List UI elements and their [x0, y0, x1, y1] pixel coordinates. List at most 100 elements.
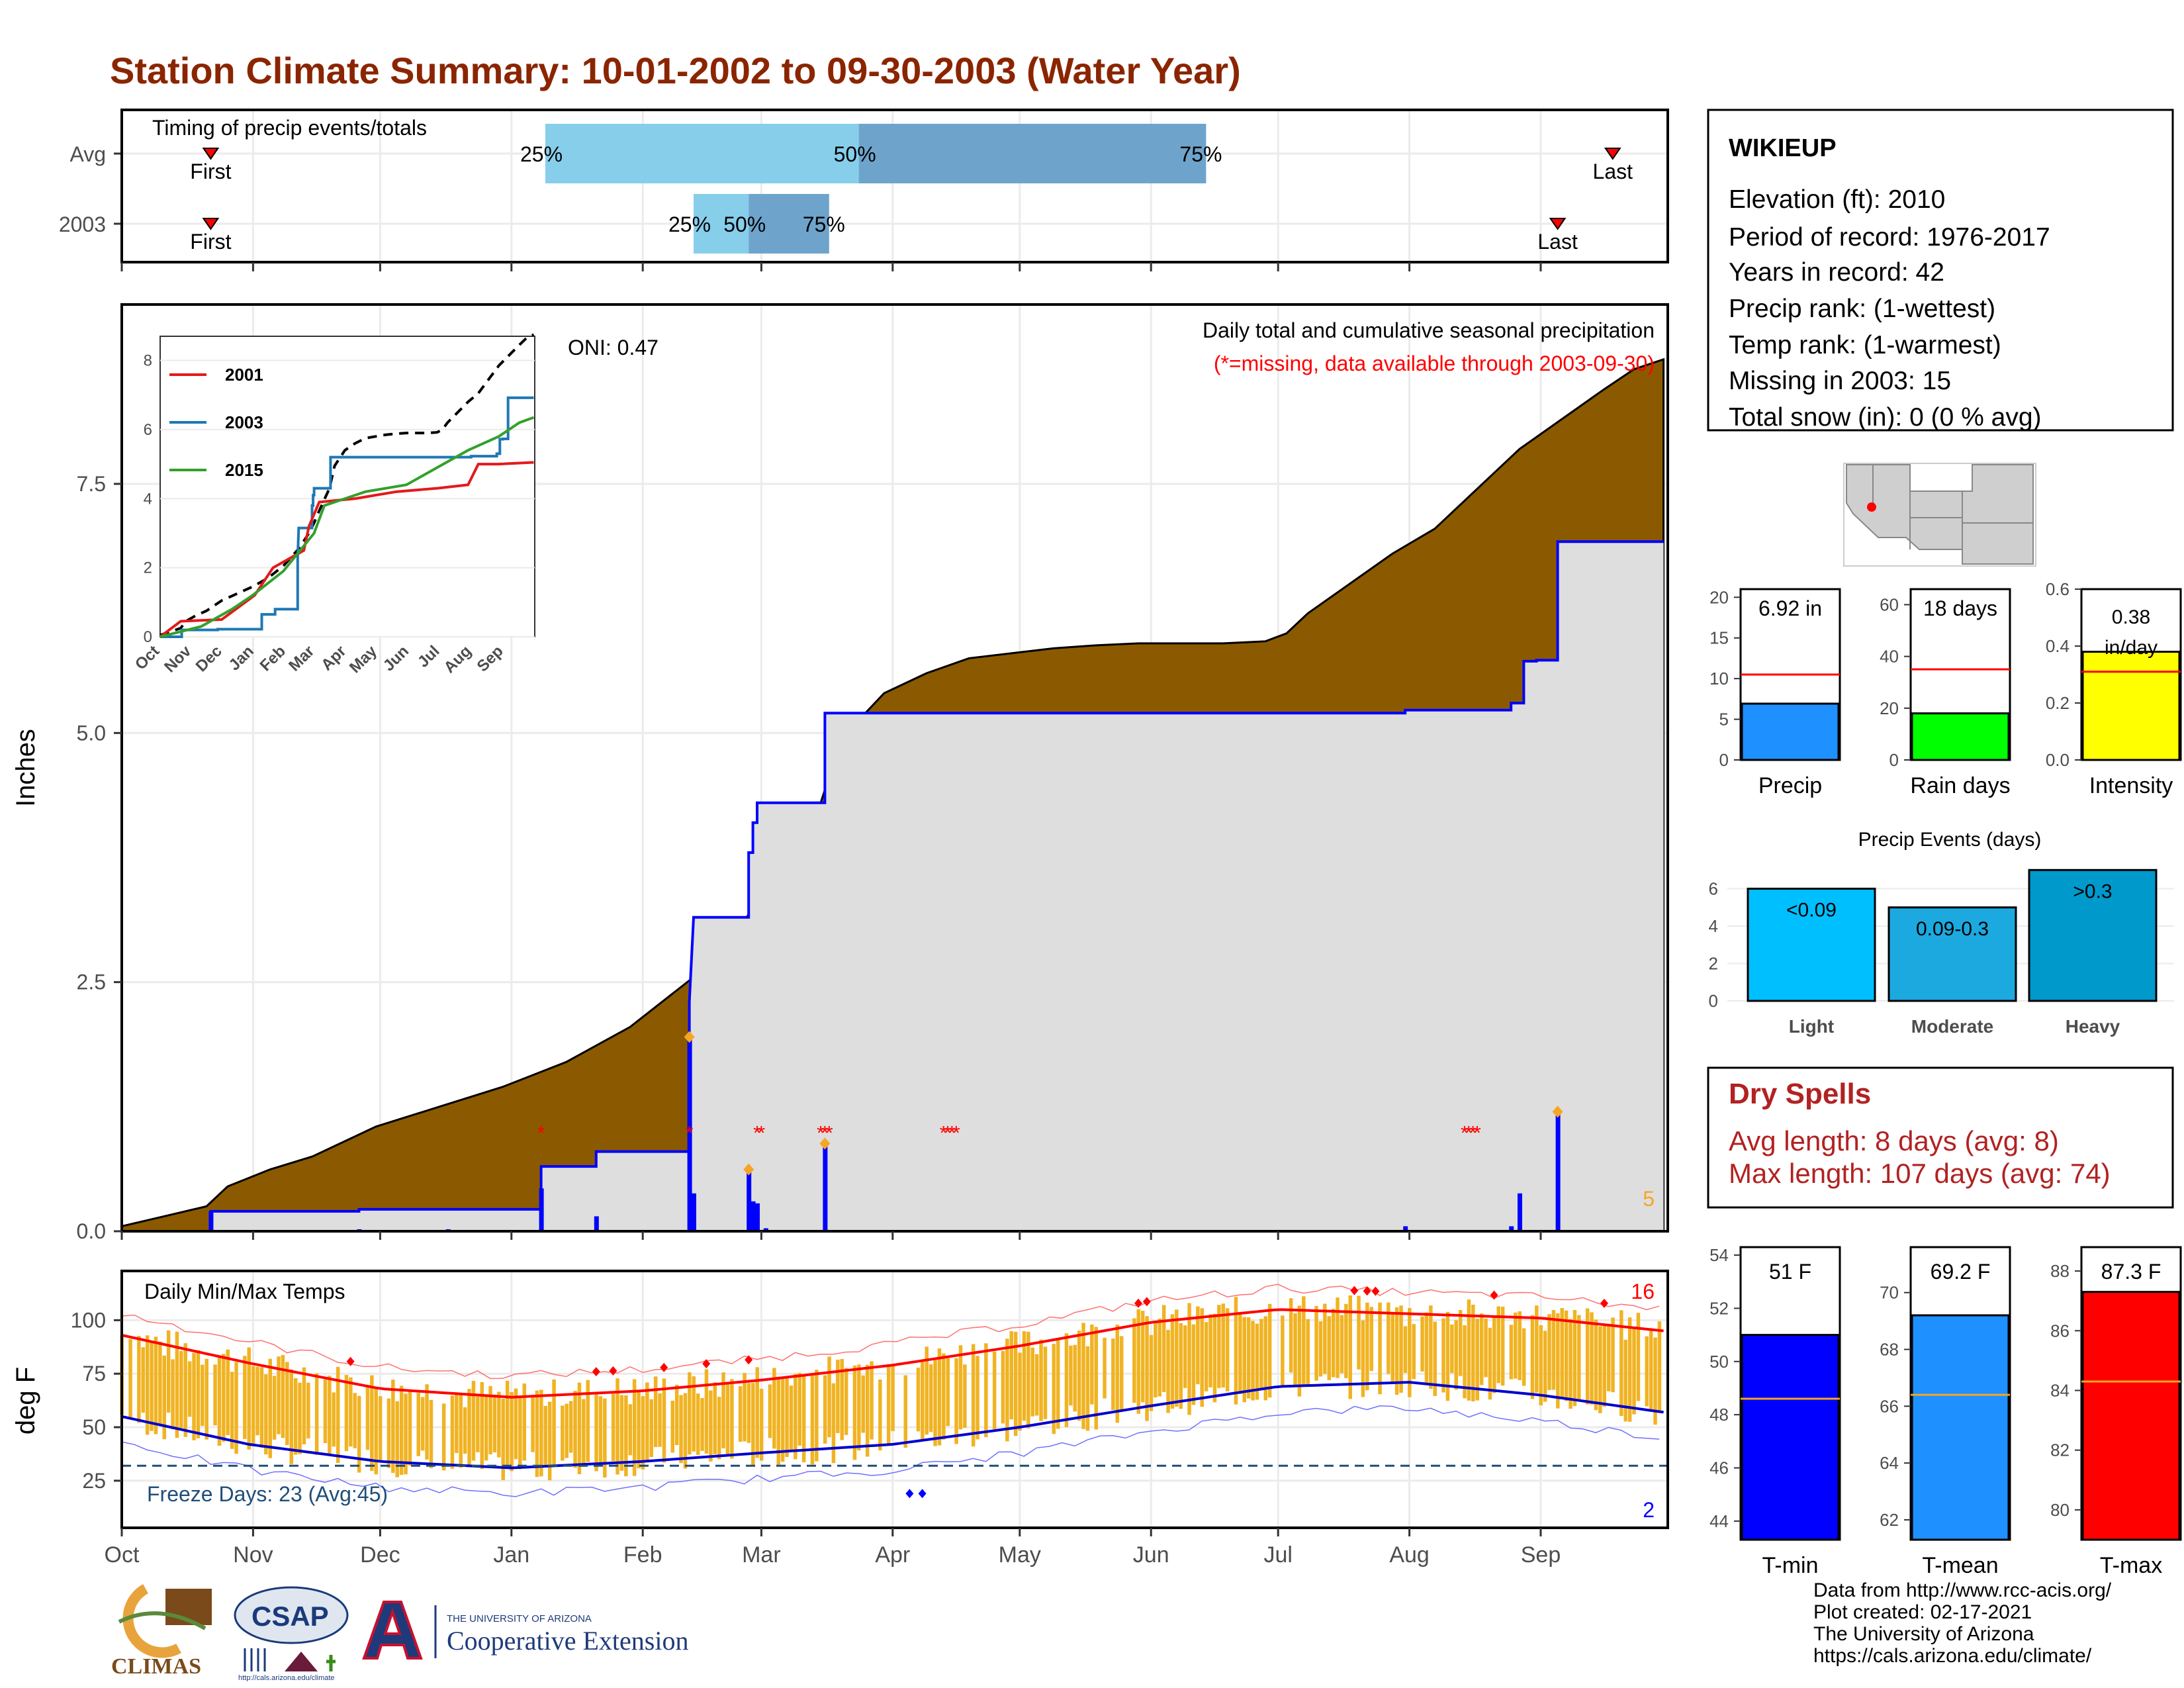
inset-ytick-label: 4	[144, 490, 152, 508]
timing-last-label: Last	[1593, 160, 1633, 183]
month-label: Sep	[1521, 1542, 1561, 1568]
daily-temp-bar	[281, 1354, 285, 1438]
daily-temp-bar	[1225, 1308, 1230, 1391]
daily-temp-bar	[1306, 1319, 1310, 1386]
summary-value-text: 6.92 in	[1758, 596, 1822, 620]
daily-temp-bar	[721, 1372, 725, 1448]
temp-panel-title: Daily Min/Max Temps	[144, 1280, 345, 1303]
summary-value-text: 0.38	[2112, 606, 2150, 628]
daily-temp-bar	[903, 1375, 907, 1448]
timing-q25-50-bar	[545, 124, 859, 183]
daily-temp-bar	[730, 1379, 734, 1459]
daily-temp-bar	[743, 1373, 747, 1442]
daily-temp-bar	[785, 1378, 789, 1457]
daily-temp-bar	[1394, 1307, 1399, 1395]
summary-ytick-label: 15	[1709, 628, 1729, 648]
daily-precip-bar	[823, 1143, 828, 1231]
daily-temp-bar	[738, 1386, 743, 1442]
avg-tmax-line	[121, 1308, 1664, 1399]
station-elevation: Elevation (ft): 2010	[1729, 185, 1945, 214]
daily-temp-bar	[565, 1403, 569, 1458]
daily-temp-bar	[1590, 1312, 1594, 1405]
daily-temp-bar	[751, 1383, 755, 1466]
month-label: Mar	[742, 1542, 781, 1568]
daily-temp-bar	[810, 1376, 815, 1465]
record-high-line	[121, 1284, 1660, 1380]
daily-temp-bar	[1547, 1314, 1551, 1390]
daily-temp-bar	[831, 1383, 836, 1464]
missing-data-marker: *	[952, 1122, 960, 1144]
daily-temp-bar	[1238, 1314, 1242, 1395]
daily-temp-bar	[391, 1380, 395, 1474]
tempbar-ytick-label: 82	[2050, 1440, 2070, 1460]
daily-temp-bar	[213, 1364, 217, 1426]
locator-map	[1843, 463, 2036, 567]
daily-temp-bar	[637, 1389, 641, 1469]
daily-temp-bar	[349, 1377, 353, 1447]
daily-temp-bar	[1619, 1310, 1623, 1417]
daily-temp-bar	[1013, 1331, 1018, 1436]
dry-spells-box: Dry Spells Avg length: 8 days (avg: 8) M…	[1707, 1066, 2174, 1209]
record-high-marker	[346, 1356, 355, 1366]
daily-temp-bar	[179, 1350, 183, 1429]
daily-temp-bar	[615, 1378, 619, 1475]
daily-temp-bar	[166, 1330, 171, 1413]
timing-first-marker	[202, 218, 220, 230]
daily-temp-bar	[353, 1393, 357, 1448]
daily-temp-bar	[683, 1393, 688, 1469]
missing-data-marker: *	[1465, 1122, 1473, 1144]
daily-temp-bar	[277, 1356, 281, 1434]
daily-temp-bar	[1293, 1313, 1297, 1386]
temp-ylabel: deg F	[11, 1367, 40, 1434]
daily-temp-bar	[1636, 1313, 1641, 1401]
daily-temp-bar	[1564, 1310, 1569, 1401]
daily-temp-bar	[1064, 1333, 1069, 1427]
daily-temp-bar	[658, 1393, 662, 1447]
daily-temp-bar	[594, 1393, 598, 1472]
daily-temp-bar	[145, 1335, 150, 1435]
daily-temp-bar	[780, 1379, 785, 1462]
summary-ytick-label: 0.0	[2046, 750, 2070, 770]
events-ytick-label: 4	[1709, 916, 1718, 936]
timing-label-50: 50%	[834, 142, 876, 166]
daily-temp-bar	[1043, 1346, 1048, 1419]
daily-temp-bar	[1560, 1308, 1564, 1398]
daily-temp-bar	[1196, 1306, 1200, 1385]
summary-ytick-label: 0	[1889, 750, 1899, 770]
daily-temp-bar	[1611, 1317, 1615, 1393]
daily-temp-bar	[1081, 1323, 1085, 1429]
daily-temp-bar	[1056, 1338, 1060, 1429]
daily-temp-bar	[289, 1369, 293, 1464]
daily-temp-bar	[1606, 1326, 1611, 1391]
daily-temp-bar	[1556, 1313, 1560, 1409]
daily-temp-bar	[1475, 1319, 1479, 1401]
daily-temp-bar	[598, 1396, 603, 1464]
daily-temp-bar	[255, 1366, 259, 1436]
daily-temp-bar	[561, 1405, 565, 1461]
daily-temp-bar	[1585, 1308, 1590, 1405]
daily-temp-bar	[1514, 1312, 1518, 1379]
daily-temp-bar	[459, 1393, 463, 1468]
daily-temp-bar	[755, 1367, 759, 1458]
tempbar-value-text: 87.3 F	[2101, 1260, 2161, 1284]
temperature-panel: Daily Min/Max Temps Freeze Days: 23 (Avg:…	[11, 1270, 1669, 1568]
missing-data-marker: *	[753, 1122, 761, 1144]
daily-temp-bar	[759, 1388, 764, 1461]
daily-temp-bar	[827, 1356, 831, 1438]
daily-temp-bar	[1136, 1309, 1140, 1414]
record-high-count: 16	[1631, 1280, 1655, 1303]
credit-line: Plot created: 02-17-2021	[1813, 1601, 2032, 1623]
daily-temp-bar	[230, 1372, 234, 1449]
daily-temp-bar	[688, 1372, 692, 1455]
timing-label-25: 25%	[668, 212, 711, 236]
tempbar-ytick-label: 44	[1709, 1511, 1729, 1531]
avg-tmin-line	[121, 1381, 1664, 1470]
daily-temp-bar	[302, 1367, 306, 1445]
daily-temp-bar	[709, 1390, 713, 1462]
daily-temp-bar	[1149, 1335, 1154, 1411]
daily-precip-bar	[763, 1228, 768, 1231]
station-name: WIKIEUP	[1729, 134, 1837, 162]
daily-temp-bar	[505, 1380, 510, 1466]
daily-temp-bar	[619, 1395, 624, 1471]
temp-frame	[120, 1270, 1669, 1529]
